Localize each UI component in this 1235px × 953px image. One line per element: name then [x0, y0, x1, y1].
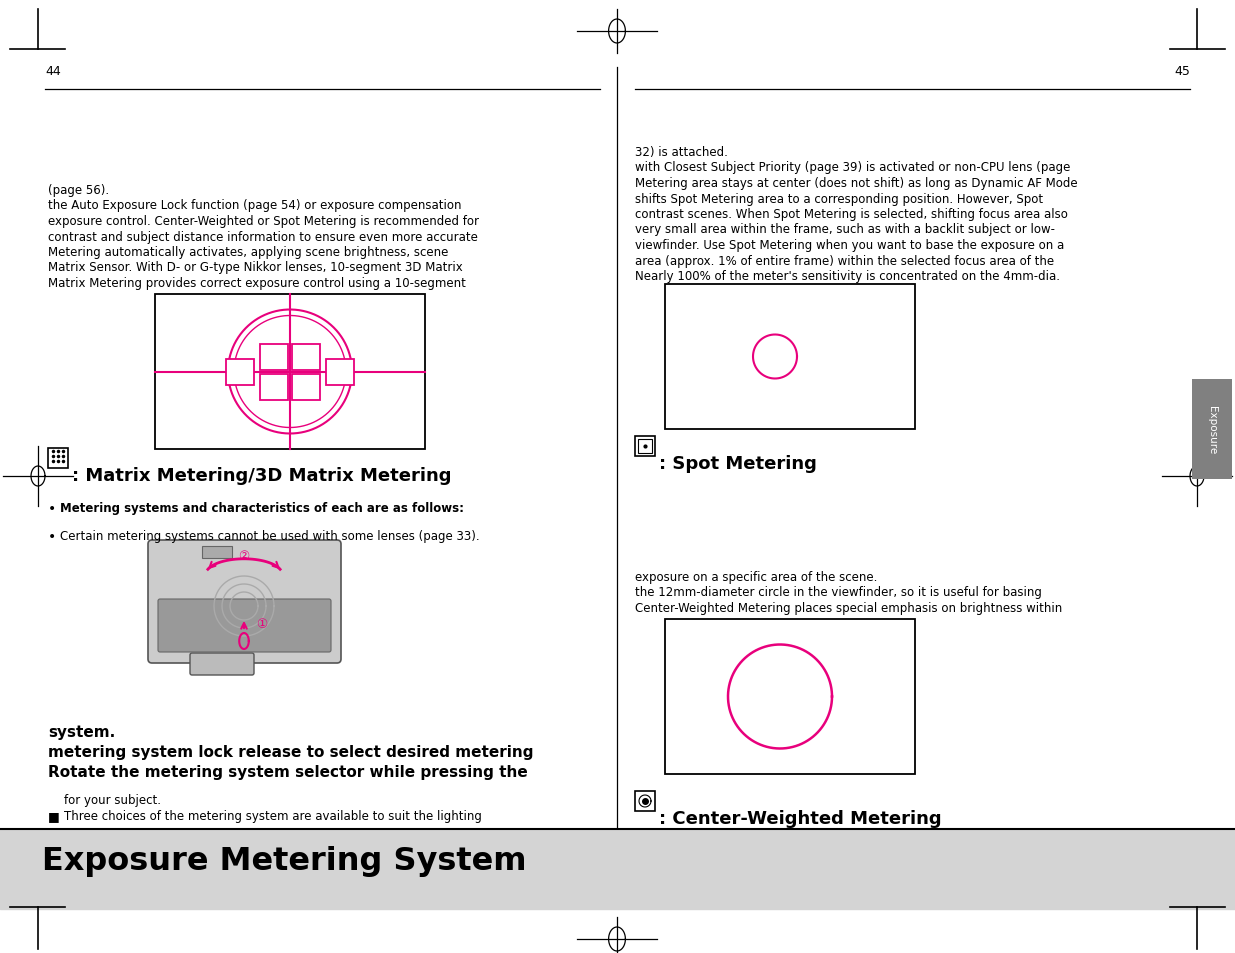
Text: Metering area stays at center (does not shift) as long as Dynamic AF Mode: Metering area stays at center (does not …	[635, 177, 1078, 190]
Bar	[203, 546, 232, 558]
Bar	[664, 285, 915, 430]
Bar	[0, 829, 1235, 909]
Bar	[291, 344, 320, 370]
Text: Matrix Metering provides correct exposure control using a 10-segment: Matrix Metering provides correct exposur…	[48, 276, 466, 290]
Text: area (approx. 1% of entire frame) within the selected focus area of the: area (approx. 1% of entire frame) within…	[635, 254, 1055, 267]
Text: very small area within the frame, such as with a backlit subject or low-: very small area within the frame, such a…	[635, 223, 1055, 236]
Text: 45: 45	[1174, 65, 1191, 78]
Bar	[326, 359, 354, 385]
Text: with Closest Subject Priority (page 39) is activated or non-CPU lens (page: with Closest Subject Priority (page 39) …	[635, 161, 1071, 174]
Text: Exposure: Exposure	[1207, 405, 1216, 454]
Text: 44: 44	[44, 65, 61, 78]
Bar	[635, 436, 655, 456]
Text: ①: ①	[256, 618, 267, 631]
Text: for your subject.: for your subject.	[64, 793, 161, 806]
Bar	[291, 375, 320, 400]
Text: viewfinder. Use Spot Metering when you want to base the exposure on a: viewfinder. Use Spot Metering when you w…	[635, 239, 1065, 252]
FancyBboxPatch shape	[190, 654, 254, 676]
Text: shifts Spot Metering area to a corresponding position. However, Spot: shifts Spot Metering area to a correspon…	[635, 193, 1044, 205]
Text: Matrix Sensor. With D- or G-type Nikkor lenses, 10-segment 3D Matrix: Matrix Sensor. With D- or G-type Nikkor …	[48, 261, 463, 274]
Text: 32) is attached.: 32) is attached.	[635, 146, 727, 159]
Bar	[156, 294, 425, 450]
Text: •: •	[48, 530, 57, 543]
Text: ■: ■	[48, 809, 59, 822]
Text: exposure control. Center-Weighted or Spot Metering is recommended for: exposure control. Center-Weighted or Spo…	[48, 214, 479, 228]
Text: ②: ②	[238, 550, 249, 563]
Text: metering system lock release to select desired metering: metering system lock release to select d…	[48, 744, 534, 760]
Text: contrast and subject distance information to ensure even more accurate: contrast and subject distance informatio…	[48, 231, 478, 243]
Bar	[638, 439, 652, 454]
Text: the 12mm-diameter circle in the viewfinder, so it is useful for basing: the 12mm-diameter circle in the viewfind…	[635, 586, 1042, 598]
FancyBboxPatch shape	[148, 540, 341, 663]
Text: the Auto Exposure Lock function (page 54) or exposure compensation: the Auto Exposure Lock function (page 54…	[48, 199, 462, 213]
Text: system.: system.	[48, 724, 115, 740]
Text: Nearly 100% of the meter's sensitivity is concentrated on the 4mm-dia.: Nearly 100% of the meter's sensitivity i…	[635, 270, 1060, 283]
Text: Certain metering systems cannot be used with some lenses (page 33).: Certain metering systems cannot be used …	[61, 530, 479, 542]
Text: : Matrix Metering/3D Matrix Metering: : Matrix Metering/3D Matrix Metering	[72, 467, 452, 484]
Bar	[664, 619, 915, 774]
Text: Center-Weighted Metering places special emphasis on brightness within: Center-Weighted Metering places special …	[635, 601, 1062, 615]
Text: contrast scenes. When Spot Metering is selected, shifting focus area also: contrast scenes. When Spot Metering is s…	[635, 208, 1068, 221]
Text: exposure on a specific area of the scene.: exposure on a specific area of the scene…	[635, 571, 877, 583]
Text: Metering systems and characteristics of each are as follows:: Metering systems and characteristics of …	[61, 501, 464, 515]
Bar	[48, 449, 68, 469]
Bar	[261, 375, 288, 400]
Bar	[1192, 379, 1233, 479]
Text: : Center-Weighted Metering: : Center-Weighted Metering	[659, 809, 941, 827]
FancyBboxPatch shape	[158, 599, 331, 652]
Bar	[261, 344, 288, 370]
Text: Three choices of the metering system are available to suit the lighting: Three choices of the metering system are…	[64, 809, 482, 822]
Text: Exposure Metering System: Exposure Metering System	[42, 845, 526, 877]
Text: Metering automatically activates, applying scene brightness, scene: Metering automatically activates, applyi…	[48, 246, 448, 258]
Text: (page 56).: (page 56).	[48, 184, 109, 196]
Bar	[226, 359, 254, 385]
Text: Rotate the metering system selector while pressing the: Rotate the metering system selector whil…	[48, 764, 527, 780]
Bar	[635, 791, 655, 811]
Text: : Spot Metering: : Spot Metering	[659, 455, 816, 473]
Text: •: •	[48, 501, 57, 516]
